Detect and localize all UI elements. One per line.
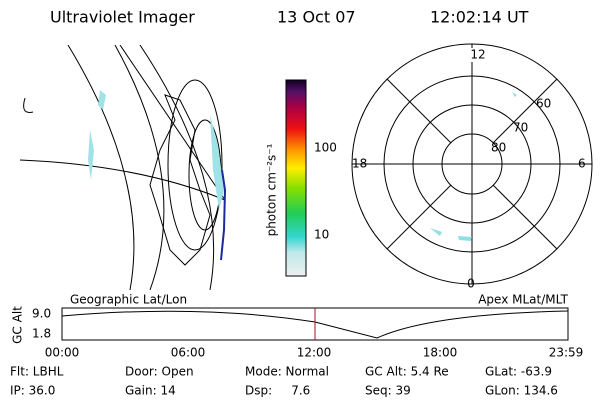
status-field: Flt: LBHL [10,365,64,379]
geographic-map [19,45,227,290]
mlt-line [492,78,558,144]
y-tick-label: 9.0 [32,307,51,321]
parallel [19,159,226,201]
panel-label: Apex MLat/MLT [478,293,568,307]
x-tick-label: 06:00 [171,346,206,360]
status-field: Dsp: 7.6 [245,384,310,398]
label-bg [462,48,482,62]
title: Ultraviolet Imager [50,8,195,27]
coastline [23,97,34,113]
polar-plot: 12 18 6 0 60 70 80 [351,43,593,291]
mlt-label: 18 [352,157,367,171]
meridian [67,45,135,290]
status-field: Gain: 14 [125,384,176,398]
y-tick-label: 1.8 [32,327,51,341]
status-field: IP: 36.0 [10,384,55,398]
colorbar-label: 10 [314,228,329,242]
date: 13 Oct 07 [277,8,356,27]
status-field: GLon: 134.6 [485,384,558,398]
panel-label: Geographic Lat/Lon [70,293,187,307]
lat-label: 80 [491,141,506,155]
x-tick-label: 18:00 [423,346,458,360]
mlt-line [386,184,452,250]
time: 12:02:14 UT [430,8,529,27]
mlt-label: 12 [470,48,485,62]
x-tick-label: 23:59 [549,346,584,360]
limb [220,169,227,261]
colorbar [285,79,307,277]
x-tick-label: 00:00 [45,346,80,360]
y-label: GC Alt [11,306,25,344]
meridian [119,45,226,201]
lat-label: 60 [536,97,551,111]
latitude-ring [167,79,223,251]
meridian [114,45,165,290]
mlt-line [386,78,452,144]
lat-label: 70 [513,121,528,135]
mlt-label: 0 [467,277,475,291]
meridian [139,45,215,290]
status-field: GLat: -63.9 [485,365,552,379]
colorbar-label: 100 [314,141,337,155]
status-field: Seq: 39 [365,384,411,398]
coastline [149,94,211,266]
status-field: Door: Open [125,365,194,379]
mlt-label: 6 [578,157,586,171]
x-tick-label: 12:00 [297,346,332,360]
mlt-line [492,184,558,250]
status: Flt: LBHL Door: Open Mode: Normal GC Alt… [10,365,558,398]
aurora [88,90,224,210]
altitude-plot: GC Alt 9.0 1.8 00:00 06:00 12:00 18:00 2… [11,306,584,360]
colorbar-unit: photon cm⁻²s⁻¹ [265,143,279,236]
status-field: Mode: Normal [245,365,329,379]
status-field: GC Alt: 5.4 Re [365,365,449,379]
